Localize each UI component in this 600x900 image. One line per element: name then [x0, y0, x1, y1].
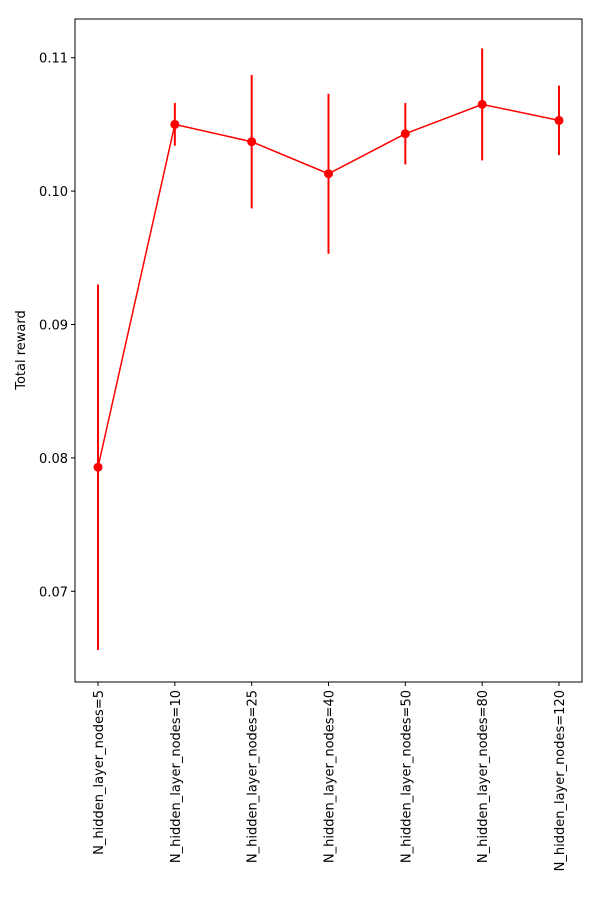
x-tick-label: N_hidden_layer_nodes=5	[92, 690, 107, 855]
point	[93, 462, 103, 472]
x-tick-label: N_hidden_layer_nodes=10	[169, 690, 184, 863]
point	[477, 99, 487, 109]
y-axis-label: Total reward	[14, 310, 29, 391]
point	[554, 115, 564, 125]
y-tick-label: 0.09	[39, 318, 68, 333]
y-tick-label: 0.07	[39, 585, 68, 600]
point	[247, 137, 257, 147]
y-tick-label: 0.10	[39, 185, 68, 200]
x-tick-label: N_hidden_layer_nodes=50	[399, 690, 414, 863]
x-tick-label: N_hidden_layer_nodes=25	[246, 690, 261, 863]
point	[170, 119, 180, 129]
x-tick-label: N_hidden_layer_nodes=120	[553, 690, 568, 871]
x-tick-label: N_hidden_layer_nodes=40	[323, 690, 338, 863]
point	[400, 129, 410, 139]
x-tick-label: N_hidden_layer_nodes=80	[476, 690, 491, 863]
y-tick-label: 0.08	[39, 452, 68, 467]
point	[324, 169, 333, 179]
y-tick-label: 0.11	[39, 52, 68, 67]
